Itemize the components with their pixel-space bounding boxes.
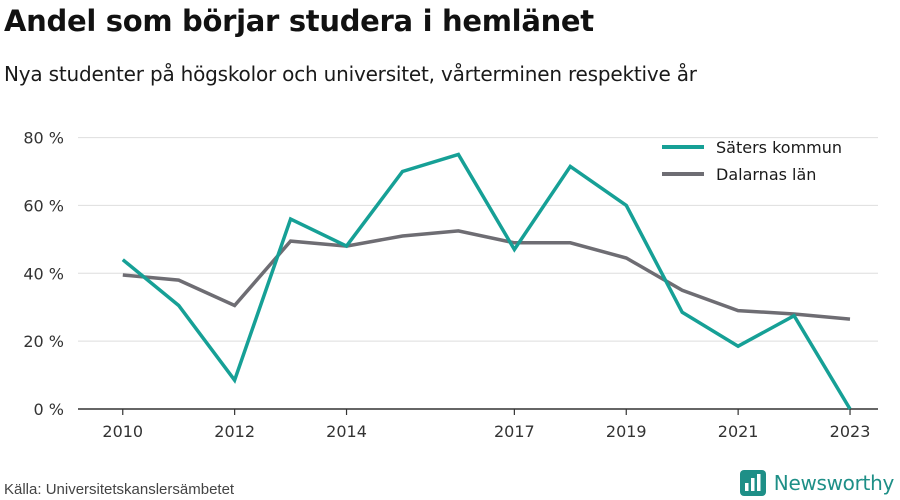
x-tick-label: 2012: [214, 422, 255, 441]
x-tick-label: 2019: [606, 422, 647, 441]
x-tick-label: 2010: [102, 422, 143, 441]
y-tick-label: 0 %: [34, 400, 64, 419]
y-tick-label: 60 %: [23, 196, 64, 215]
series-line-säters-kommun: [121, 152, 852, 410]
brand-logo: Newsworthy: [739, 468, 895, 498]
y-tick-label: 20 %: [23, 332, 64, 351]
x-tick-label: 2021: [718, 422, 759, 441]
chart-subtitle: Nya studenter på högskolor och universit…: [4, 62, 697, 86]
x-tick-label: 2017: [494, 422, 535, 441]
chart-title: Andel som börjar studera i hemlänet: [4, 4, 594, 38]
source-note: Källa: Universitetskanslersämbetet: [4, 481, 235, 498]
series-line-dalarnas-län: [122, 229, 851, 321]
legend-label: Dalarnas län: [716, 165, 816, 184]
brand-name: Newsworthy: [773, 471, 895, 495]
y-tick-label: 80 %: [23, 129, 64, 148]
x-tick-label: 2014: [326, 422, 367, 441]
y-tick-label: 40 %: [23, 264, 64, 283]
x-tick-label: 2023: [830, 422, 871, 441]
legend-label: Säters kommun: [716, 138, 842, 157]
bar-chart-logo-icon: [739, 470, 766, 496]
